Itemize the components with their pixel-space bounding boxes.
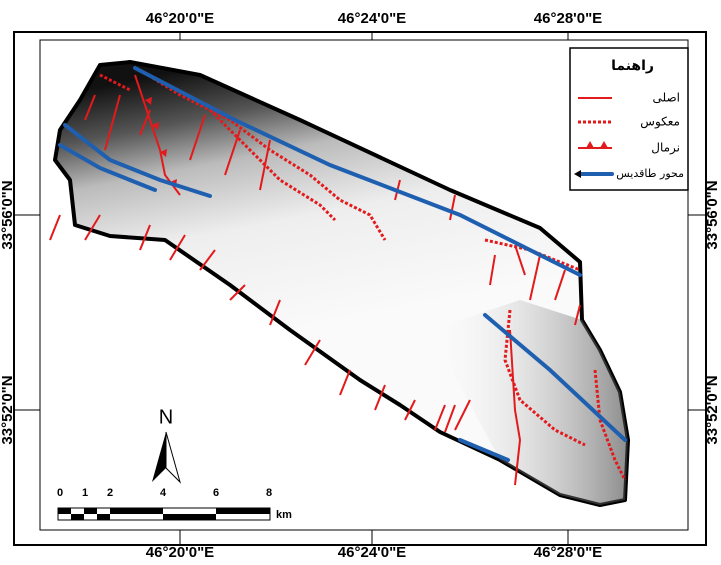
lon-label: 46°28'0"E — [534, 544, 602, 561]
lon-label: 46°20'0"E — [146, 10, 214, 27]
lon-label: 46°24'0"E — [338, 10, 406, 27]
scale-label: 2 — [107, 487, 113, 499]
lon-label: 46°20'0"E — [146, 544, 214, 561]
scale-label: 6 — [213, 487, 219, 499]
lat-label: 33°52'0"N — [704, 375, 721, 444]
legend-item: نرمال — [651, 141, 680, 156]
legend-item: اصلی — [653, 91, 681, 105]
map: 46°20'0"E 46°24'0"E 46°28'0"E 46°20'0"E … — [0, 0, 721, 565]
legend-item: محور طاقدیس — [616, 167, 684, 180]
scale-label: 4 — [160, 487, 167, 499]
lat-label: 33°56'0"N — [0, 180, 16, 249]
legend: راهنما اصلی معکوس نرمال محور طاقدیس — [570, 48, 688, 190]
scale-label: 8 — [266, 487, 272, 499]
legend-title: راهنما — [611, 58, 654, 74]
lat-label: 33°52'0"N — [0, 375, 16, 444]
lat-label: 33°56'0"N — [704, 180, 721, 249]
scale-label: 1 — [82, 487, 88, 499]
north-label: N — [159, 406, 173, 428]
lon-label: 46°28'0"E — [534, 10, 602, 27]
scale-unit: km — [276, 509, 292, 521]
lon-label: 46°24'0"E — [338, 544, 406, 561]
scale-label: 0 — [57, 487, 63, 499]
legend-item: معکوس — [640, 115, 680, 130]
